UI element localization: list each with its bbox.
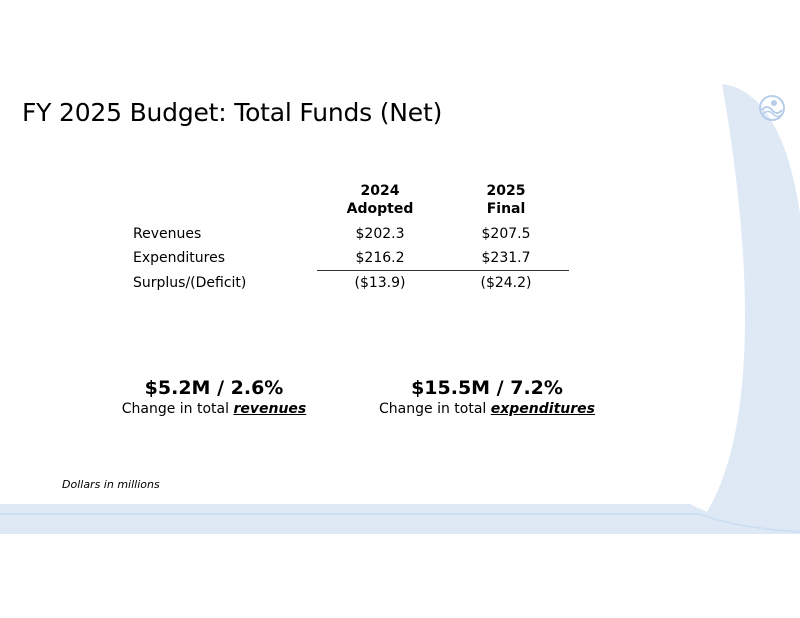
cell-2025: $231.7 <box>481 250 531 266</box>
row-label: Revenues <box>133 226 202 242</box>
header-2024-year: 2024 <box>360 183 400 199</box>
table-row-revenues: Revenues $202.3 $207.5 <box>127 222 569 246</box>
background-swoosh <box>0 84 800 534</box>
bottom-band-stripe <box>0 513 800 533</box>
page-title: FY 2025 Budget: Total Funds (Net) <box>22 98 443 127</box>
kpi-expenditures-label: Change in total expenditures <box>372 400 602 418</box>
kpi-revenues-emphasis: revenues <box>233 401 307 417</box>
footnote: Dollars in millions <box>62 478 160 491</box>
table-header-row: 2024 Adopted 2025 Final <box>127 178 569 222</box>
table-row-surplus: Surplus/(Deficit) ($13.9) ($24.2) <box>127 270 569 295</box>
cell-2025: ($24.2) <box>443 270 569 295</box>
cell-2024: ($13.9) <box>317 270 443 295</box>
slide: FY 2025 Budget: Total Funds (Net) 2024 A… <box>0 84 800 534</box>
kpi-expenditures-value: $15.5M / 7.2% <box>411 377 563 399</box>
cell-2024: $216.2 <box>355 250 405 266</box>
kpi-revenues-label: Change in total revenues <box>114 400 314 418</box>
city-seal-icon <box>759 95 785 121</box>
right-swoosh <box>690 84 800 534</box>
kpi-revenues: $5.2M / 2.6% Change in total revenues <box>114 376 314 418</box>
header-2024: 2024 Adopted <box>317 178 443 222</box>
header-2025: 2025 Final <box>443 178 569 222</box>
bottom-band <box>0 504 800 534</box>
cell-2024: $202.3 <box>355 226 405 242</box>
row-label: Expenditures <box>133 250 225 267</box>
kpi-revenues-value: $5.2M / 2.6% <box>144 377 284 399</box>
kpi-expenditures: $15.5M / 7.2% Change in total expenditur… <box>372 376 602 418</box>
header-2024-label: Adopted <box>346 201 414 217</box>
header-2025-label: Final <box>486 201 526 217</box>
kpi-expenditures-prefix: Change in total <box>379 401 487 417</box>
table-row-expenditures: Expenditures $216.2 $231.7 <box>127 246 569 271</box>
cell-2025: $207.5 <box>481 226 531 242</box>
kpi-revenues-prefix: Change in total <box>121 401 230 417</box>
kpi-expenditures-emphasis: expenditures <box>490 401 595 417</box>
budget-table: 2024 Adopted 2025 Final Revenues $202.3 … <box>127 178 569 295</box>
header-blank <box>127 178 317 222</box>
row-label: Surplus/(Deficit) <box>133 274 247 291</box>
header-2025-year: 2025 <box>486 183 526 199</box>
